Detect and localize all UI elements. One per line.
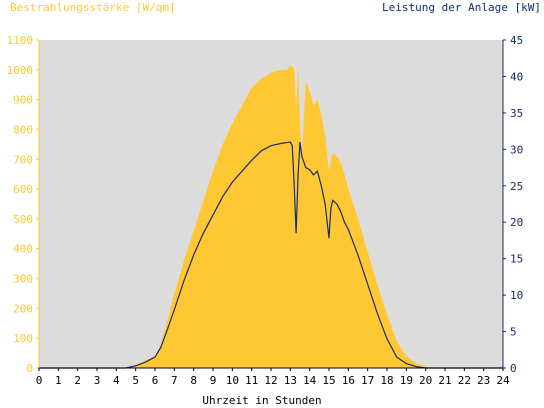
left-tick-label: 0 bbox=[26, 362, 33, 375]
x-tick-label: 15 bbox=[322, 374, 335, 387]
right-tick-label: 40 bbox=[510, 70, 523, 83]
left-tick-label: 500 bbox=[13, 213, 33, 226]
right-axis-title: Leistung der Anlage [kW] bbox=[382, 1, 541, 14]
left-tick-label: 1100 bbox=[7, 34, 34, 47]
x-tick-label: 19 bbox=[400, 374, 413, 387]
right-tick-label: 15 bbox=[510, 253, 523, 266]
power-line bbox=[39, 141, 503, 369]
x-tick-label: 24 bbox=[496, 374, 510, 387]
left-axis-title: Bestrahlungsstärke [W/qm] bbox=[10, 1, 176, 14]
x-tick-label: 21 bbox=[438, 374, 451, 387]
left-tick-label: 1000 bbox=[7, 64, 34, 77]
irradiance-area-layer bbox=[39, 65, 503, 368]
x-tick-label: 7 bbox=[171, 374, 178, 387]
left-tick-label: 600 bbox=[13, 183, 33, 196]
x-tick-label: 22 bbox=[458, 374, 471, 387]
x-tick-label: 6 bbox=[152, 374, 159, 387]
power-line-layer bbox=[39, 141, 503, 369]
x-tick-label: 16 bbox=[342, 374, 355, 387]
x-tick-label: 8 bbox=[190, 374, 197, 387]
irradiance-area bbox=[39, 65, 503, 368]
x-tick-label: 10 bbox=[226, 374, 239, 387]
x-tick-label: 18 bbox=[380, 374, 393, 387]
axes-layer bbox=[36, 39, 506, 371]
x-tick-labels: 0 1 2 3 4 5 6 7 8 9 10 11 12 13 14 15 16 17 18 19 20 21 22 23 24 bbox=[36, 374, 510, 387]
x-axis-label: Uhrzeit in Stunden bbox=[202, 394, 321, 407]
right-tick-label: 0 bbox=[510, 362, 517, 375]
x-tick-label: 23 bbox=[477, 374, 490, 387]
left-tick-labels: 0 100 200 300 400 500 600 700 800 900 1000 1100 bbox=[7, 34, 34, 375]
left-tick-label: 700 bbox=[13, 153, 33, 166]
x-tick-label: 9 bbox=[210, 374, 217, 387]
right-tick-label: 35 bbox=[510, 107, 523, 120]
x-tick-label: 3 bbox=[94, 374, 101, 387]
right-tick-label: 10 bbox=[510, 289, 523, 302]
x-tick-label: 11 bbox=[245, 374, 258, 387]
x-tick-label: 5 bbox=[132, 374, 139, 387]
x-tick-label: 1 bbox=[55, 374, 62, 387]
x-tick-label: 17 bbox=[361, 374, 374, 387]
right-tick-label: 30 bbox=[510, 143, 523, 156]
x-tick-label: 2 bbox=[74, 374, 81, 387]
left-tick-label: 200 bbox=[13, 302, 33, 315]
x-tick-label: 13 bbox=[284, 374, 297, 387]
right-tick-label: 5 bbox=[510, 326, 517, 339]
left-tick-label: 800 bbox=[13, 123, 33, 136]
x-tick-label: 0 bbox=[36, 374, 43, 387]
x-tick-label: 20 bbox=[419, 374, 432, 387]
left-tick-label: 100 bbox=[13, 332, 33, 345]
x-tick-label: 12 bbox=[264, 374, 277, 387]
left-tick-label: 300 bbox=[13, 273, 33, 286]
x-tick-label: 14 bbox=[303, 374, 317, 387]
right-tick-label: 45 bbox=[510, 34, 523, 47]
left-tick-label: 400 bbox=[13, 243, 33, 256]
right-tick-label: 20 bbox=[510, 216, 523, 229]
left-tick-label: 900 bbox=[13, 94, 33, 107]
x-tick-label: 4 bbox=[113, 374, 120, 387]
right-tick-label: 25 bbox=[510, 180, 523, 193]
right-tick-labels: 0 5 10 15 20 25 30 35 40 45 bbox=[510, 34, 523, 375]
